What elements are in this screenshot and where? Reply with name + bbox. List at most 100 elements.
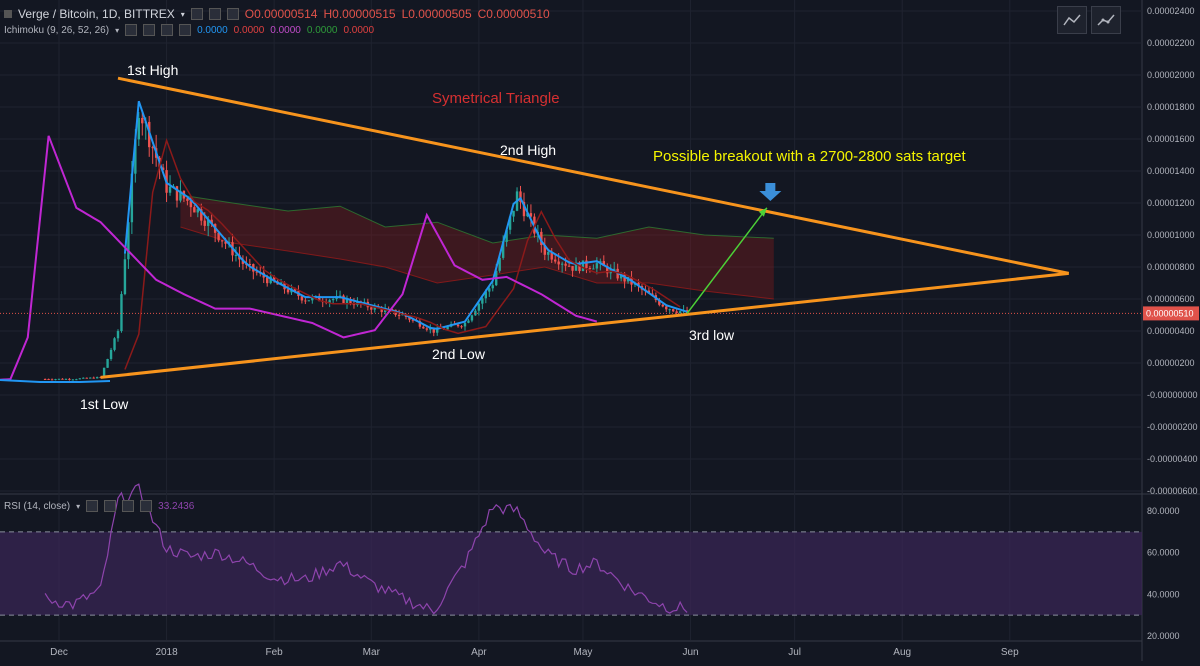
- hide-icon[interactable]: [104, 500, 117, 512]
- hide-icon[interactable]: [143, 24, 156, 36]
- first-low-label: 1st Low: [80, 396, 129, 412]
- rsi-tick-label: 40.0000: [1147, 589, 1180, 599]
- remove-icon[interactable]: [179, 24, 192, 36]
- candle-body: [304, 300, 307, 302]
- price-tick-label: 0.00002000: [1147, 70, 1195, 80]
- candle-body: [581, 260, 585, 272]
- time-tick-label: Feb: [266, 647, 284, 658]
- price-tick-label: -0.00000200: [1147, 422, 1198, 432]
- candle-body: [349, 299, 352, 304]
- rsi-value: 33.2436: [158, 500, 195, 512]
- price-tick-label: -0.00000000: [1147, 390, 1198, 400]
- candle-body: [619, 274, 623, 279]
- price-tick-label: 0.00001600: [1147, 134, 1195, 144]
- time-tick-label: Dec: [50, 647, 68, 658]
- candle-body: [550, 251, 553, 260]
- compare-button[interactable]: [1091, 6, 1121, 34]
- compare-icon[interactable]: [226, 8, 239, 20]
- candle-body: [50, 379, 54, 381]
- candle-body: [210, 219, 213, 225]
- ichimoku-label[interactable]: Ichimoku (9, 26, 52, 26): [4, 24, 110, 36]
- ichimoku-value-1: 0.0000: [233, 24, 265, 36]
- symbol-title[interactable]: Verge / Bitcoin, 1D, BITTREX: [18, 7, 175, 21]
- candle-body: [266, 277, 269, 284]
- rsi-label[interactable]: RSI (14, close): [4, 500, 71, 512]
- candle-body: [200, 209, 203, 221]
- candle-body: [47, 379, 50, 381]
- candle-body: [331, 299, 335, 301]
- candle-body: [175, 186, 179, 201]
- candle-body: [217, 232, 220, 241]
- candle-body: [370, 307, 373, 310]
- candle-body: [272, 276, 276, 282]
- indicator-template-button[interactable]: [1057, 6, 1087, 34]
- time-tick-label: 2018: [155, 647, 178, 658]
- settings-icon[interactable]: [190, 8, 203, 20]
- candle-body: [141, 117, 144, 124]
- time-tick-label: Sep: [1001, 647, 1019, 658]
- candle-body: [113, 338, 116, 350]
- main-pane: [0, 0, 1142, 492]
- candle-body: [671, 309, 675, 312]
- candle-body: [179, 190, 182, 201]
- dropdown-icon[interactable]: ▾: [115, 25, 120, 35]
- chart-line-icon: [1063, 14, 1081, 26]
- candle-body: [102, 367, 106, 378]
- candle-body: [106, 358, 109, 368]
- chikou-line: [0, 135, 598, 381]
- settings-icon[interactable]: [125, 24, 138, 36]
- format-icon[interactable]: [122, 500, 135, 512]
- candle-body: [92, 377, 95, 379]
- candle-body: [390, 309, 394, 311]
- candle-body: [540, 231, 543, 246]
- candle-body: [328, 300, 331, 303]
- candle-body: [574, 262, 578, 271]
- collapse-icon[interactable]: [4, 10, 12, 18]
- candle-body: [338, 295, 342, 297]
- time-tick-label: Jun: [682, 647, 698, 658]
- remove-icon[interactable]: [140, 500, 153, 512]
- settings-icon[interactable]: [86, 500, 99, 512]
- price-tick-label: -0.00000400: [1147, 454, 1198, 464]
- candle-body: [82, 377, 85, 379]
- candle-body: [134, 139, 137, 174]
- time-tick-label: Apr: [471, 647, 487, 658]
- price-tick-label: 0.00000800: [1147, 262, 1195, 272]
- dropdown-icon[interactable]: ▾: [180, 9, 185, 19]
- candle-body: [68, 378, 71, 380]
- target-arrow-icon: [759, 183, 782, 201]
- candle-body: [193, 207, 196, 213]
- time-tick-label: Aug: [893, 647, 911, 658]
- candle-body: [595, 263, 599, 269]
- candle-body: [543, 245, 546, 255]
- candle-body: [120, 294, 123, 332]
- candle-body: [300, 296, 304, 301]
- candle-body: [89, 377, 92, 379]
- candle-body: [665, 306, 668, 310]
- breakout-label: Possible breakout with a 2700-2800 sats …: [653, 148, 967, 165]
- candle-body: [137, 117, 141, 140]
- candle-body: [75, 379, 78, 381]
- price-tick-label: 0.00002200: [1147, 38, 1195, 48]
- candle-body: [151, 147, 154, 149]
- candle-body: [529, 213, 533, 217]
- candle-body: [130, 173, 134, 223]
- candle-body: [186, 198, 189, 201]
- format-icon[interactable]: [161, 24, 174, 36]
- candle-body: [189, 200, 193, 208]
- candle-body: [307, 300, 311, 302]
- candle-body: [293, 288, 297, 291]
- candle-body: [95, 377, 99, 379]
- candle-body: [481, 298, 484, 304]
- dropdown-icon[interactable]: ▾: [76, 501, 81, 511]
- candle-body: [123, 259, 127, 295]
- hide-icon[interactable]: [208, 8, 221, 20]
- price-tick-label: 0.00000600: [1147, 294, 1195, 304]
- ichimoku-value-2: 0.0000: [270, 24, 301, 36]
- candle-body: [234, 255, 238, 257]
- candle-body: [446, 326, 449, 330]
- ichimoku-value-0: 0.0000: [197, 24, 228, 36]
- candle-body: [411, 319, 415, 321]
